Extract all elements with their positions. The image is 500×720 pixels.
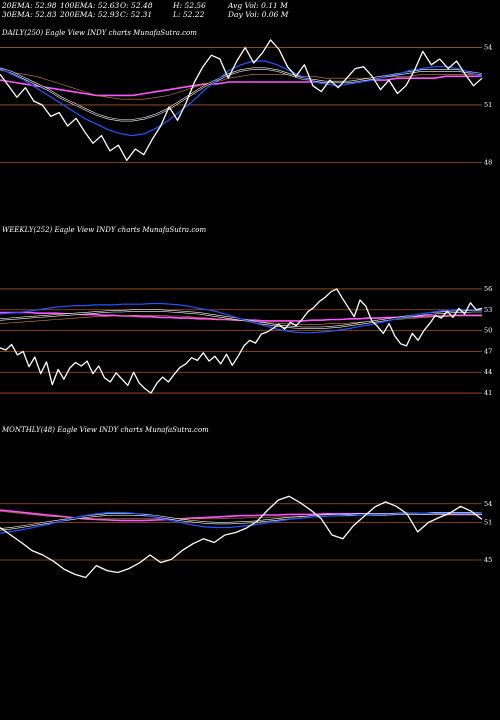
weekly-ytick-label: 41	[484, 389, 492, 397]
weekly-ytick-label: 53	[484, 306, 492, 314]
header-col5-line2: Day Vol: 0.06 M	[228, 10, 289, 19]
daily-ema-mid-line-inner	[0, 68, 483, 121]
monthly-ytick-label: 54	[484, 500, 492, 508]
header-col1-line1: 20EMA: 52.98	[2, 1, 57, 10]
header-col4-line2: L: 52.22	[173, 10, 205, 19]
header-col2-line2: 200EMA: 52.93	[60, 10, 120, 19]
monthly-ytick-label: 51	[484, 519, 492, 527]
monthly-ema-fast-line	[0, 511, 483, 534]
header-col3-line1: O: 52.48	[120, 1, 153, 10]
weekly-ytick-label: 50	[484, 327, 492, 335]
daily-ema-fast-line	[0, 60, 483, 137]
weekly-price-line	[0, 288, 483, 394]
header-col3-line2: C: 52.31	[120, 10, 153, 19]
daily-ytick-label: 51	[484, 101, 492, 109]
daily-ema-slow-line	[0, 75, 482, 97]
weekly-ytick-label: 44	[484, 368, 492, 376]
monthly-ytick-label: 45	[484, 556, 492, 564]
weekly-panel-title: WEEKLY(252) Eagle View INDY charts Munaf…	[2, 226, 207, 234]
weekly-ytick-label: 47	[484, 347, 492, 355]
daily-ema-long-line	[0, 70, 482, 100]
weekly-ema-fast-line	[0, 302, 482, 334]
header-col1-line2: 30EMA: 52.83	[2, 10, 57, 19]
daily-ytick-label: 54	[484, 44, 492, 52]
monthly-panel-title: MONTHLY(48) Eagle View INDY charts Munaf…	[2, 426, 209, 434]
daily-price-line	[0, 39, 483, 162]
monthly-price-line	[0, 495, 483, 579]
daily-panel-title: DAILY(250) Eagle View INDY charts Munafa…	[2, 29, 197, 37]
header-col2-line1: 100EMA: 52.63	[60, 1, 120, 10]
header-col4-line1: H: 52.56	[173, 1, 206, 10]
header-col5-line1: Avg Vol: 0.11 M	[228, 1, 288, 10]
daily-ytick-label: 48	[484, 158, 492, 166]
weekly-ytick-label: 56	[484, 285, 492, 293]
